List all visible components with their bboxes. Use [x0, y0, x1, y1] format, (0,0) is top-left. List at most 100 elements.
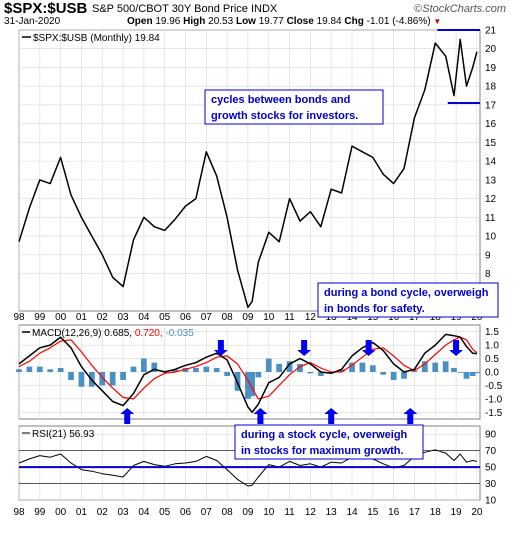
x-tick-label-bottom: 09: [242, 507, 254, 518]
price-y-tick-label: 18: [485, 82, 497, 93]
x-tick-label-bottom: 07: [201, 507, 213, 518]
x-tick-label-bottom: 15: [367, 507, 379, 518]
close-value: 19.84: [316, 16, 342, 27]
arrow-up-icon: [324, 408, 339, 424]
x-tick-label-bottom: 20: [471, 507, 483, 518]
histogram-bar: [390, 372, 397, 381]
histogram-bar: [451, 367, 457, 372]
macd-legend-name: MACD(12,26,9): [32, 328, 104, 339]
x-tick-label-top: 04: [138, 312, 150, 323]
histogram-bar: [249, 372, 255, 397]
x-tick-label-bottom: 12: [305, 507, 317, 518]
histogram-bar: [36, 366, 43, 372]
x-tick-label-top: 09: [242, 312, 254, 323]
price-panel-frame: [18, 29, 481, 312]
annotation-stock-cycle-line: in stocks for maximum growth.: [241, 445, 404, 457]
rsi-y-tick-label: 30: [485, 479, 497, 490]
histogram-bar: [213, 367, 220, 372]
symbol-description: S&P 500/CBOT 30Y Bond Price INDX: [92, 3, 278, 15]
x-tick-label-bottom: 19: [451, 507, 463, 518]
histogram-bar: [68, 372, 74, 381]
histogram-bar: [109, 372, 116, 386]
macd-legend-value: -0.035: [165, 328, 194, 339]
annotation-bonds-stocks-line: growth stocks for investors.: [211, 110, 358, 122]
price-y-tick-label: 20: [485, 44, 497, 55]
histogram-bar: [307, 372, 314, 374]
histogram-bar: [265, 358, 272, 372]
x-tick-label-bottom: 11: [284, 507, 295, 518]
annotation-boxes: cycles between bonds and growth stocks fo…: [204, 89, 499, 460]
macd-y-tick-label: 1.5: [485, 327, 499, 338]
x-tick-label-top: 01: [76, 312, 88, 323]
macd-y-tick-label: 0.5: [485, 354, 499, 365]
histogram-bar: [99, 372, 106, 386]
macd-y-tick-label: -0.5: [485, 381, 503, 392]
macd-legend-value: 0.685,: [104, 328, 135, 339]
price-y-tick-label: 13: [485, 175, 497, 186]
x-tick-label-top: 98: [13, 312, 25, 323]
histogram-bar: [401, 372, 407, 379]
price-y-tick-label: 11: [485, 213, 496, 224]
histogram-bar: [432, 362, 439, 372]
annotation-bonds-stocks-line: cycles between bonds and: [211, 94, 350, 106]
histogram-bar: [78, 372, 85, 387]
low-value: 19.77: [258, 16, 284, 27]
macd-line: [18, 333, 477, 414]
annotation-bonds-stocks-box: [204, 89, 384, 125]
quote-date: 31-Jan-2020: [4, 16, 61, 27]
x-tick-label-bottom: 99: [34, 507, 46, 518]
panel-legends: $SPX:$USB (Monthly) 19.84 MACD(12,26,9) 0…: [22, 33, 194, 440]
x-tick-label-top: 12: [305, 312, 317, 323]
histogram-bar: [457, 372, 464, 373]
rsi-y-tick-label: 70: [485, 446, 497, 457]
price-y-tick-label: 17: [485, 100, 497, 111]
x-tick-label-bottom: 08: [222, 507, 234, 518]
histogram-bar: [349, 362, 355, 372]
x-tick-label-top: 05: [159, 312, 171, 323]
histogram-bar: [224, 372, 230, 377]
x-tick-label-top: 03: [118, 312, 130, 323]
annotation-bond-cycle-line: in bonds for safety.: [324, 303, 425, 315]
annotation-bond-cycle-line: during a bond cycle, overweigh: [324, 287, 489, 299]
price-y-tick-label: 15: [485, 138, 497, 149]
price-series-line: [18, 38, 478, 309]
price-legend: $SPX:$USB (Monthly) 19.84: [33, 33, 160, 44]
brand-watermark[interactable]: ©StockCharts.com: [414, 3, 506, 15]
price-y-tick-label: 19: [485, 63, 497, 74]
macd-legend: MACD(12,26,9) 0.685, 0.720, -0.035: [32, 328, 194, 339]
x-tick-label-top: 10: [263, 312, 275, 323]
price-y-tick-label: 9: [485, 250, 491, 261]
x-tick-label-bottom: 14: [346, 507, 358, 518]
histogram-bar: [26, 366, 33, 372]
histogram-bar: [203, 366, 210, 372]
histogram-bar: [255, 372, 262, 378]
histogram-bar: [286, 361, 293, 372]
x-tick-label-bottom: 13: [326, 507, 338, 518]
histogram-bar: [338, 369, 345, 372]
x-tick-label-bottom: 17: [409, 507, 421, 518]
arrow-down-icon: [297, 340, 312, 356]
x-tick-label-bottom: 16: [388, 507, 400, 518]
price-y-tick-label: 10: [485, 232, 497, 243]
price-y-tick-label: 8: [485, 269, 491, 280]
chg-label: Chg: [344, 16, 364, 27]
down-triangle-icon: ▼: [433, 17, 442, 26]
histogram-bar: [182, 367, 189, 372]
x-tick-label-top: 11: [284, 312, 295, 323]
histogram-bar: [16, 369, 22, 372]
high-label: High: [183, 16, 206, 27]
high-value: 20.53: [208, 16, 234, 27]
histogram-bar: [411, 370, 418, 372]
arrow-up-icon: [253, 408, 268, 424]
histogram-bar: [369, 365, 376, 372]
histogram-bar: [245, 372, 251, 399]
annotation-stock-cycle-box: [234, 424, 424, 460]
open-value: 19.96: [155, 16, 181, 27]
ohlc-readout: Open 19.96 High 20.53 Low 19.77 Close 19…: [127, 16, 441, 27]
annotation-bonds-stocks-text: cycles between bonds and growth stocks fo…: [211, 94, 358, 122]
annotation-stock-cycle-line: during a stock cycle, overweigh: [241, 429, 408, 441]
macd-signal-line: [18, 336, 478, 400]
histogram-bar: [57, 367, 64, 372]
price-y-tick-label: 16: [485, 119, 497, 130]
